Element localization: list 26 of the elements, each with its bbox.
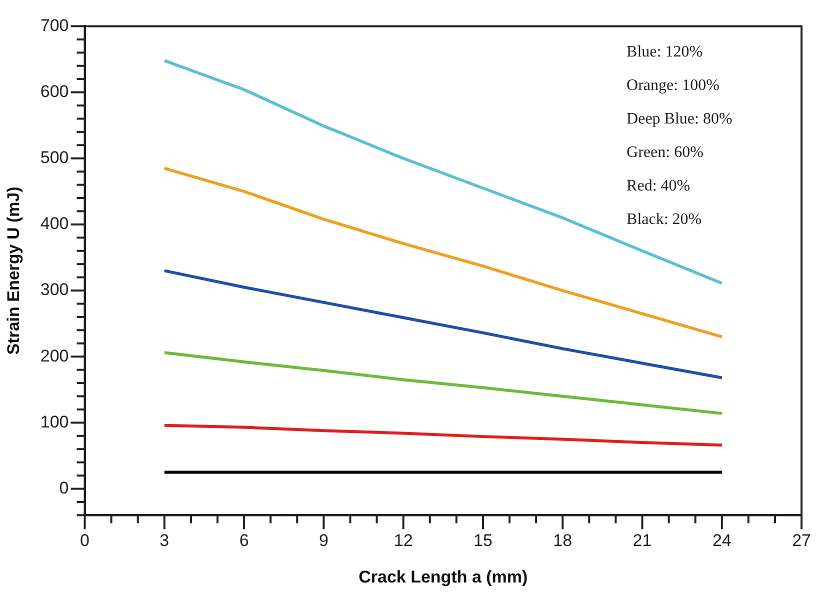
- annotation: Orange: 100%: [626, 76, 720, 94]
- x-tick-label: 21: [632, 531, 652, 550]
- x-tick-label: 12: [394, 531, 413, 550]
- x-tick-label: 15: [474, 531, 492, 550]
- x-tick-label: 6: [239, 531, 249, 550]
- annotation: Blue: 120%: [626, 43, 703, 60]
- annotation: Red: 40%: [626, 177, 690, 194]
- x-tick-label: 18: [553, 531, 572, 550]
- x-tick-label: 0: [80, 531, 90, 550]
- y-axis-title: Strain Energy U (mJ): [4, 186, 23, 355]
- x-tick-label: 3: [160, 531, 170, 550]
- y-tick-label: 100: [40, 412, 69, 432]
- x-tick-label: 24: [712, 531, 732, 550]
- y-tick-label: 0: [59, 478, 69, 498]
- annotation: Black: 20%: [626, 210, 702, 228]
- x-tick-label: 27: [792, 531, 812, 550]
- x-axis-title: Crack Length a (mm): [358, 567, 528, 586]
- y-tick-label: 200: [40, 346, 69, 366]
- y-tick-label: 700: [40, 16, 69, 35]
- y-tick-label: 500: [40, 148, 69, 168]
- annotation: Green: 60%: [626, 144, 704, 161]
- y-tick-label: 600: [40, 82, 69, 101]
- y-tick-label: 300: [40, 280, 69, 300]
- y-tick-label: 400: [40, 214, 69, 234]
- annotation: Deep Blue: 80%: [626, 110, 732, 128]
- x-tick-label: 9: [318, 531, 328, 550]
